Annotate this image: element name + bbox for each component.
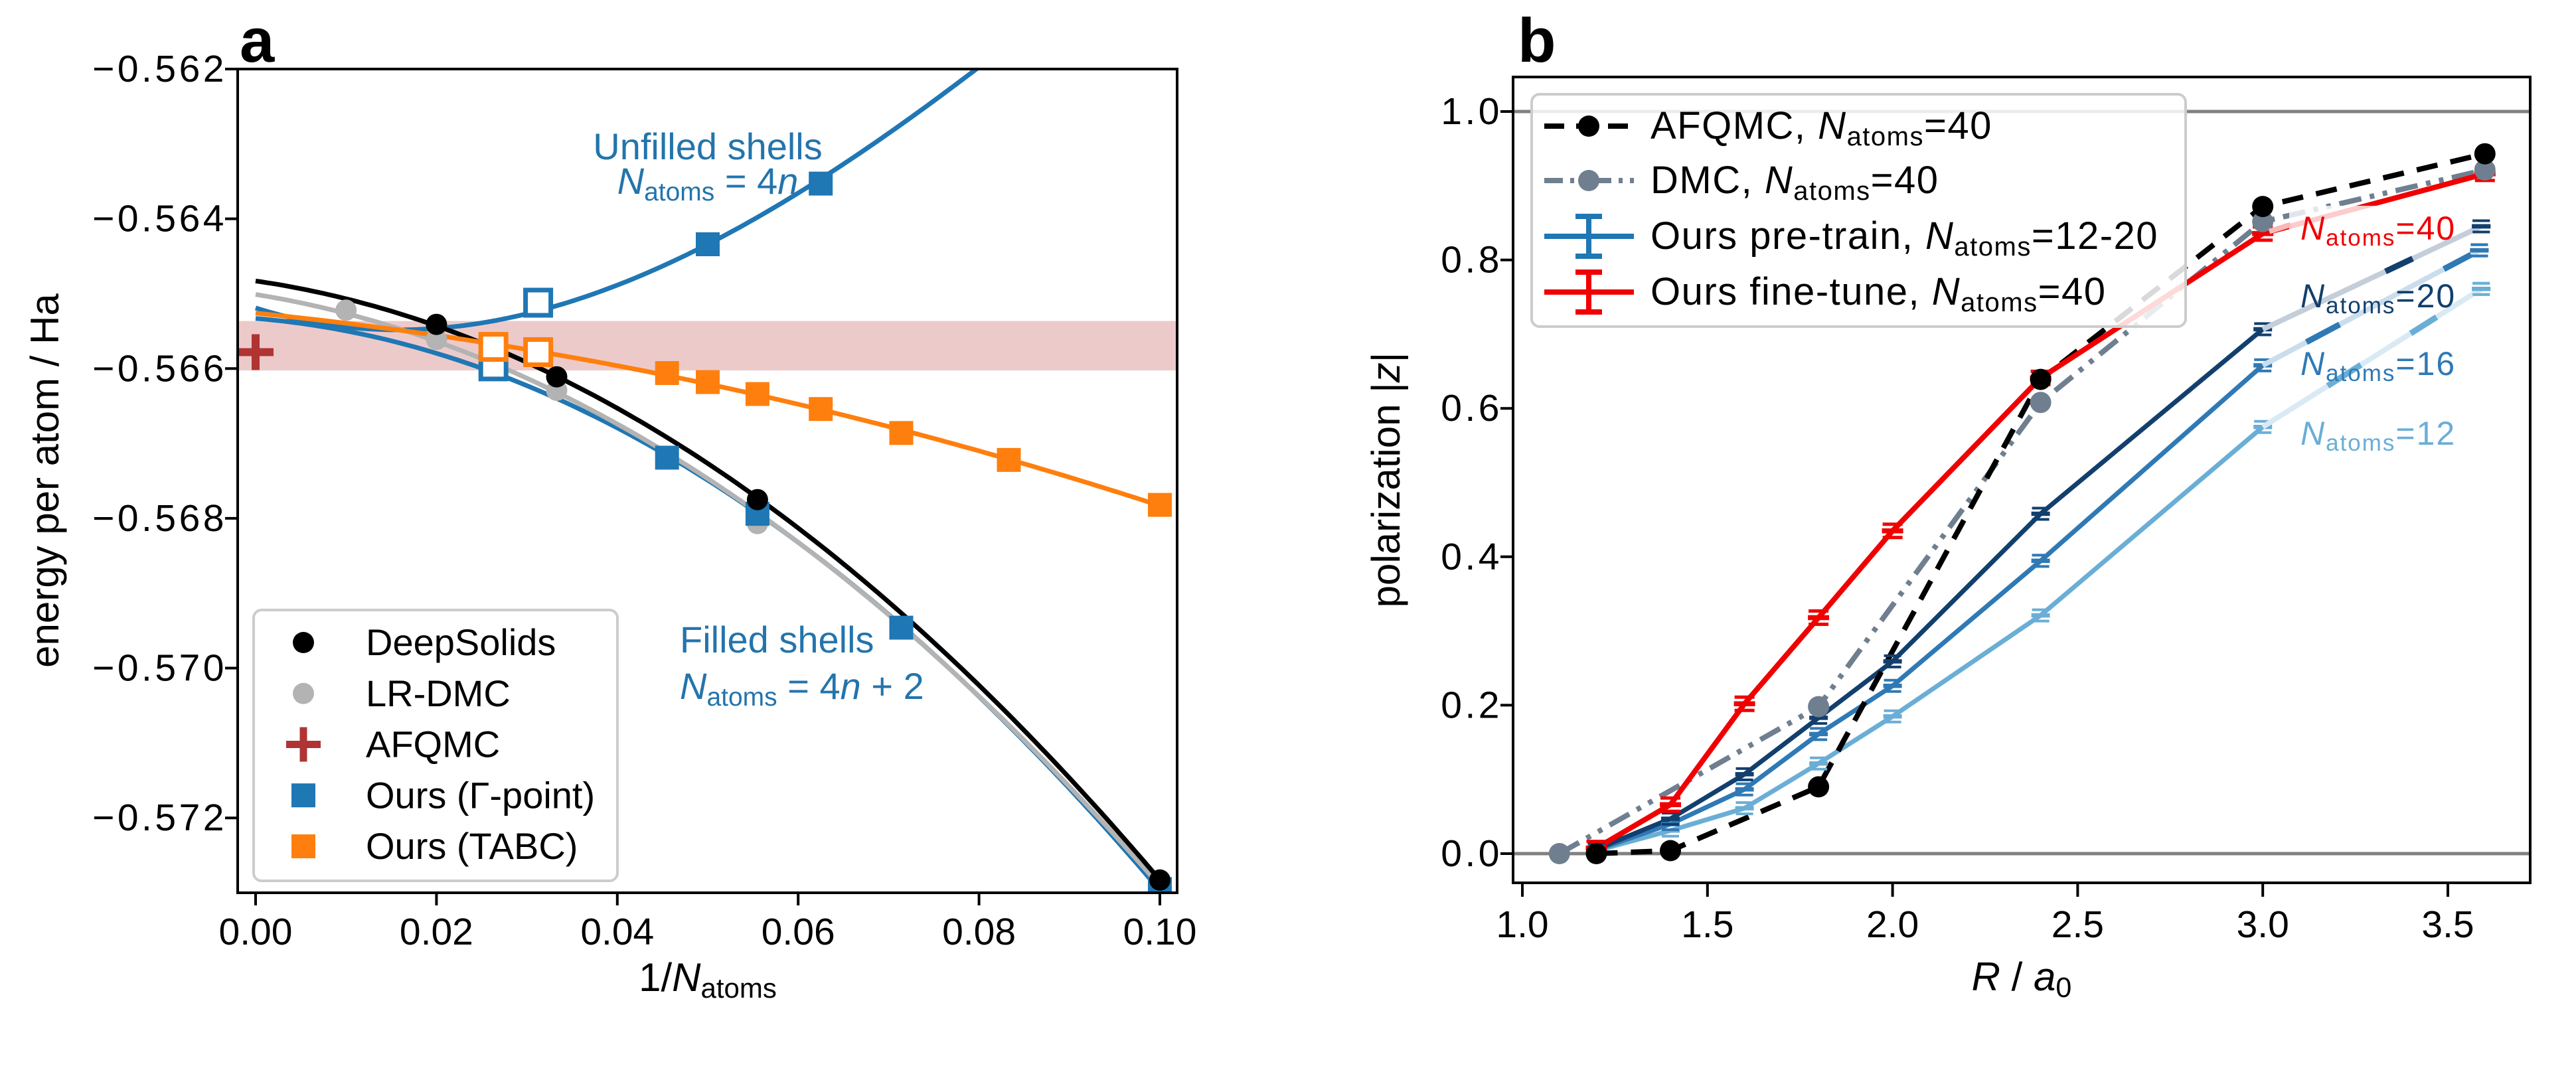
- svg-text:AFQMC: AFQMC: [366, 724, 500, 765]
- svg-text:Natoms = 4n + 2: Natoms = 4n + 2: [680, 665, 924, 712]
- svg-text:0.04: 0.04: [580, 911, 654, 953]
- svg-text:−0.570: −0.570: [92, 647, 227, 690]
- svg-text:2.0: 2.0: [1866, 903, 1919, 946]
- svg-text:−0.562: −0.562: [92, 48, 227, 90]
- svg-text:0.2: 0.2: [1441, 684, 1502, 726]
- svg-text:Filled shells: Filled shells: [680, 619, 874, 660]
- svg-text:Ours (TABC): Ours (TABC): [366, 825, 578, 867]
- svg-text:Unfilled shells: Unfilled shells: [593, 125, 823, 167]
- svg-text:Ours pre-train, Natoms=12-20: Ours pre-train, Natoms=12-20: [1650, 214, 2158, 262]
- svg-text:DeepSolids: DeepSolids: [366, 621, 556, 663]
- svg-text:Natoms=16: Natoms=16: [2300, 345, 2456, 386]
- svg-text:polarization |z|: polarization |z|: [1364, 352, 1408, 608]
- svg-text:Ours (Γ-point): Ours (Γ-point): [366, 774, 595, 816]
- svg-text:3.5: 3.5: [2421, 903, 2474, 946]
- svg-text:Natoms=20: Natoms=20: [2300, 277, 2456, 319]
- svg-text:1.5: 1.5: [1681, 903, 1733, 946]
- svg-text:1.0: 1.0: [1441, 90, 1502, 133]
- svg-text:0.00: 0.00: [219, 911, 293, 953]
- svg-text:−0.566: −0.566: [92, 347, 227, 390]
- svg-text:0.10: 0.10: [1123, 911, 1197, 953]
- svg-text:energy per atom / Ha: energy per atom / Ha: [23, 293, 67, 668]
- svg-text:0.0: 0.0: [1441, 832, 1502, 875]
- svg-text:R / a0: R / a0: [1972, 955, 2072, 1004]
- svg-text:−0.568: −0.568: [92, 497, 227, 540]
- svg-text:0.06: 0.06: [762, 911, 835, 953]
- svg-text:0.8: 0.8: [1441, 239, 1502, 281]
- svg-text:2.5: 2.5: [2052, 903, 2104, 946]
- svg-text:LR-DMC: LR-DMC: [366, 672, 511, 714]
- svg-text:a: a: [240, 5, 275, 75]
- svg-text:−0.572: −0.572: [92, 797, 227, 839]
- svg-text:0.6: 0.6: [1441, 387, 1502, 429]
- svg-text:Natoms=40: Natoms=40: [2300, 210, 2456, 251]
- svg-text:0.4: 0.4: [1441, 536, 1502, 578]
- svg-text:0.02: 0.02: [400, 911, 473, 953]
- svg-text:Natoms = 4n: Natoms = 4n: [617, 160, 799, 206]
- svg-text:Ours fine-tune, Natoms=40: Ours fine-tune, Natoms=40: [1650, 270, 2106, 317]
- svg-text:1/Natoms: 1/Natoms: [639, 955, 777, 1004]
- svg-text:Natoms=12: Natoms=12: [2300, 415, 2456, 456]
- svg-text:AFQMC, Natoms=40: AFQMC, Natoms=40: [1650, 104, 1992, 151]
- svg-text:b: b: [1518, 5, 1556, 75]
- svg-text:−0.564: −0.564: [92, 198, 227, 240]
- svg-text:0.08: 0.08: [942, 911, 1016, 953]
- svg-text:DMC, Natoms=40: DMC, Natoms=40: [1650, 159, 1939, 206]
- svg-text:3.0: 3.0: [2237, 903, 2289, 946]
- svg-text:1.0: 1.0: [1496, 903, 1548, 946]
